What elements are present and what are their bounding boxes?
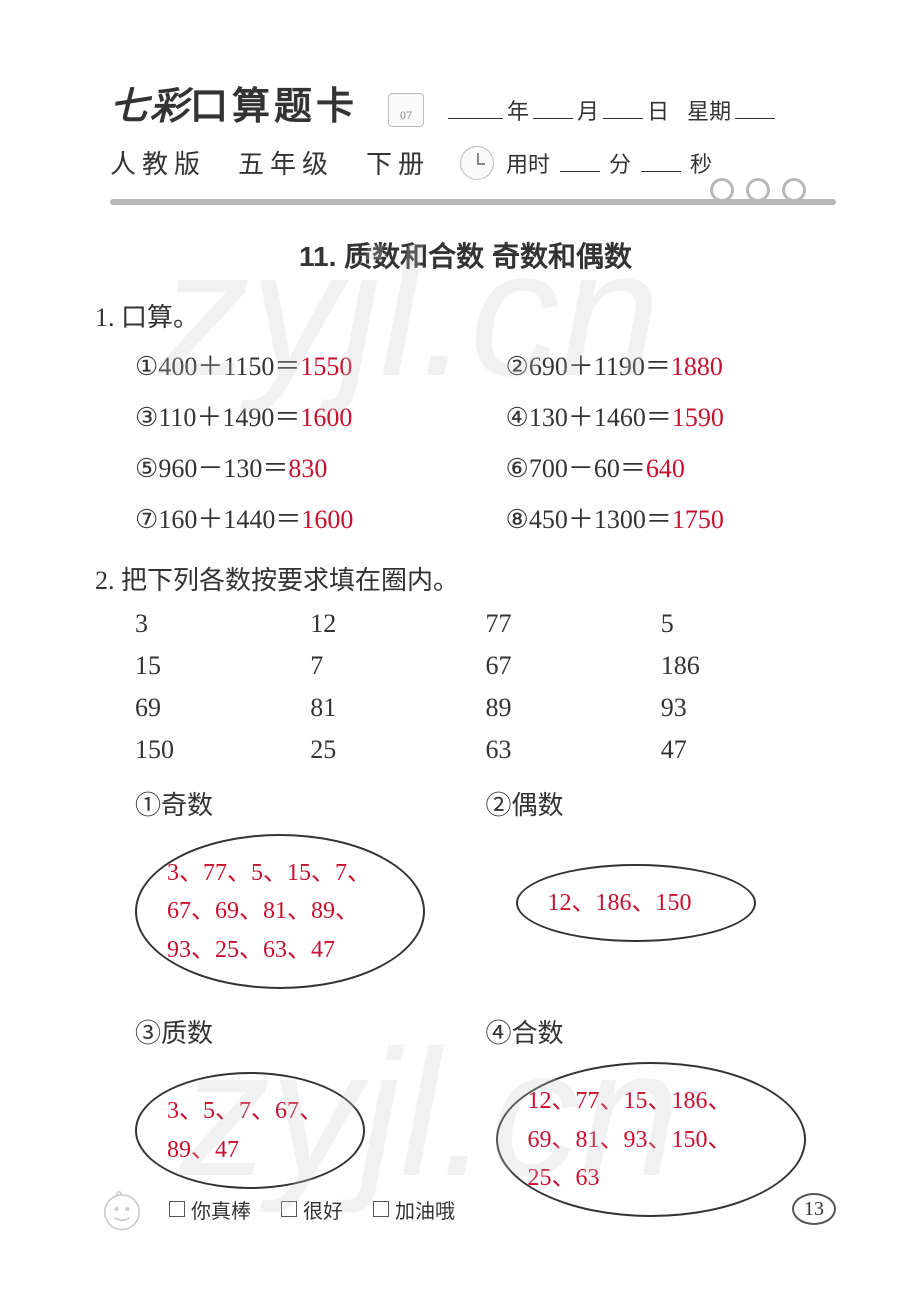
clock-icon: [460, 146, 494, 180]
label-min: 分: [609, 152, 631, 177]
problem-item: ②690＋1190＝1880: [506, 346, 837, 383]
number-cell: 89: [486, 693, 661, 723]
problem-item: ①400＋1150＝1550: [135, 346, 466, 383]
number-cell: 186: [661, 651, 836, 681]
label-month: 月: [577, 94, 599, 126]
category-label-even: ②偶数: [486, 785, 837, 822]
footer-option[interactable]: 你真棒: [169, 1195, 251, 1224]
worksheet-footer: 你真棒 很好 加油哦 13: [95, 1182, 836, 1236]
binder-rings: [710, 178, 806, 202]
question-2-title: 2. 把下列各数按要求填在圈内。: [95, 560, 836, 597]
blank-weekday[interactable]: [735, 97, 775, 119]
category-label-composite: ④合数: [486, 1013, 837, 1050]
problem-item: ⑤960－130＝830: [135, 448, 466, 485]
blank-year[interactable]: [448, 97, 503, 119]
problem-item: ⑥700－60＝640: [506, 448, 837, 485]
blank-sec[interactable]: [641, 150, 681, 172]
checkbox-icon: [169, 1201, 185, 1217]
section-title: 11. 质数和合数 奇数和偶数: [95, 235, 836, 275]
checkbox-icon: [373, 1201, 389, 1217]
number-cell: 93: [661, 693, 836, 723]
answer-oval-odd: 3、77、5、15、7、67、69、81、89、93、25、63、47: [135, 834, 425, 989]
category-label-prime: ③质数: [135, 1013, 486, 1050]
number-cell: 67: [486, 651, 661, 681]
number-cell: 15: [135, 651, 310, 681]
checkbox-icon: [281, 1201, 297, 1217]
number-cell: 25: [310, 735, 485, 765]
blank-min[interactable]: [560, 150, 600, 172]
label-sec: 秒: [690, 152, 712, 177]
answer-oval-prime: 3、5、7、67、89、47: [135, 1072, 365, 1189]
label-timer: 用时: [506, 152, 550, 177]
problem-item: ③110＋1490＝1600: [135, 397, 466, 434]
page-number: 13: [792, 1193, 836, 1225]
label-year: 年: [507, 94, 529, 126]
worksheet-subtitle: 人教版 五年级 下册: [110, 144, 430, 181]
number-cell: 69: [135, 693, 310, 723]
question-1-title: 1. 口算。: [95, 297, 836, 334]
number-cell: 3: [135, 609, 310, 639]
mascot-icon: [95, 1182, 149, 1236]
number-cell: 5: [661, 609, 836, 639]
label-weekday: 星期: [687, 94, 731, 126]
footer-option[interactable]: 很好: [281, 1195, 343, 1224]
worksheet-title: 口算题卡: [190, 75, 358, 130]
number-cell: 150: [135, 735, 310, 765]
number-cell: 12: [310, 609, 485, 639]
problems-grid: ①400＋1150＝1550 ②690＋1190＝1880 ③110＋1490＝…: [95, 346, 836, 536]
footer-option[interactable]: 加油哦: [373, 1195, 455, 1224]
number-cell: 47: [661, 735, 836, 765]
worksheet-content: 11. 质数和合数 奇数和偶数 1. 口算。 ①400＋1150＝1550 ②6…: [0, 205, 916, 1217]
timer-fill-row: 用时 分 秒: [506, 147, 712, 179]
number-cell: 63: [486, 735, 661, 765]
problem-item: ⑧450＋1300＝1750: [506, 499, 837, 536]
date-fill-row: 年 月 日 星期: [444, 94, 779, 126]
worksheet-header: 七彩 口算题卡 07 年 月 日 星期 人教版 五年级 下册 用时 分 秒: [0, 0, 916, 181]
blank-month[interactable]: [533, 97, 573, 119]
number-cell: 81: [310, 693, 485, 723]
calendar-icon: 07: [388, 93, 424, 127]
blank-day[interactable]: [603, 97, 643, 119]
number-cell: 7: [310, 651, 485, 681]
answer-oval-even: 12、186、150: [516, 864, 756, 942]
number-grid: 3 12 77 5 15 7 67 186 69 81 89 93 150 25…: [95, 609, 836, 765]
category-label-odd: ①奇数: [135, 785, 486, 822]
brand-prefix: 七彩: [110, 75, 190, 130]
label-day: 日: [647, 94, 669, 126]
problem-item: ⑦160＋1440＝1600: [135, 499, 466, 536]
problem-item: ④130＋1460＝1590: [506, 397, 837, 434]
number-cell: 77: [486, 609, 661, 639]
